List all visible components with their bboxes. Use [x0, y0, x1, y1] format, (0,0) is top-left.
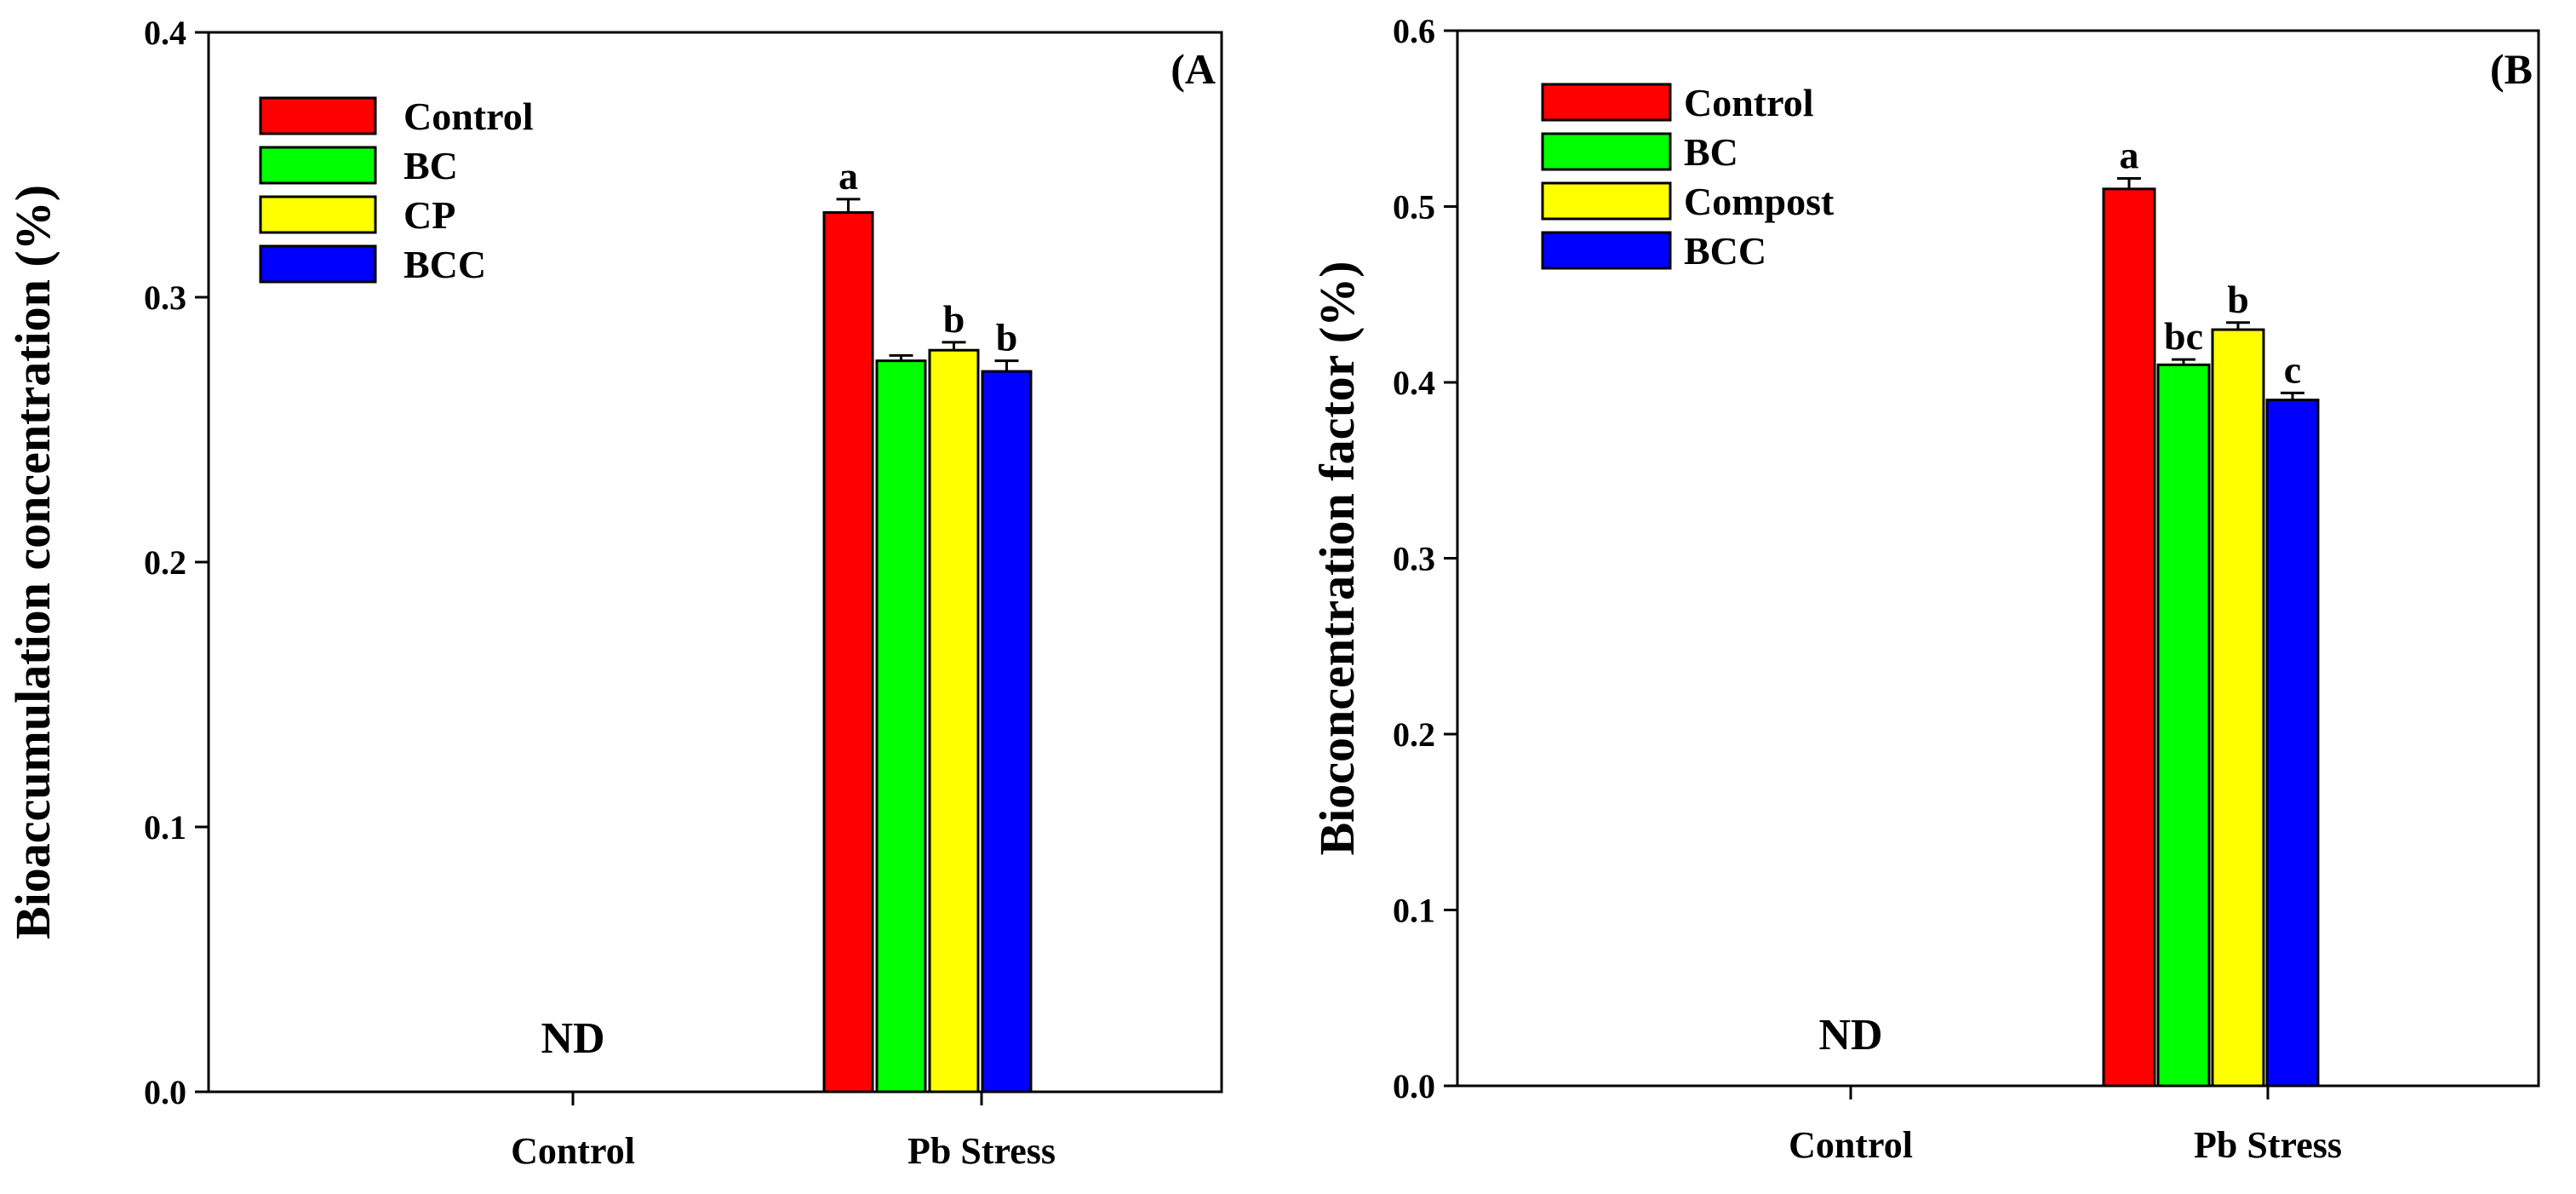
- legend-label: BCC: [1684, 229, 1766, 273]
- y-tick-label: 0.5: [1393, 188, 1435, 227]
- bar-bc: [875, 359, 927, 1094]
- significance-letter: bc: [2164, 314, 2203, 358]
- panel-label: (A: [1171, 45, 1216, 93]
- bar-bcc: [2265, 399, 2320, 1088]
- significance-letter: a: [839, 154, 858, 198]
- y-tick-label: 0.0: [1393, 1067, 1435, 1105]
- legend-label: Control: [404, 95, 534, 138]
- x-category-label: Pb Stress: [907, 1130, 1056, 1172]
- y-tick-label: 0.3: [1393, 540, 1435, 578]
- x-category-label: Control: [511, 1130, 635, 1172]
- significance-letter: c: [2284, 347, 2301, 391]
- legend-swatch: [259, 195, 377, 234]
- legend-swatch: [259, 244, 377, 284]
- legend-swatch: [259, 96, 377, 135]
- y-axis-title: Bioaccumulation concentration (%): [5, 185, 60, 939]
- bar-compost: [2211, 328, 2265, 1088]
- bar-control: [2102, 187, 2156, 1088]
- y-tick-label: 0.0: [144, 1073, 186, 1111]
- bar-bc: [2156, 363, 2211, 1088]
- legend-label: Compost: [1684, 180, 1835, 223]
- y-axis-title: Bioconcentration factor (%): [1309, 261, 1365, 856]
- y-tick-label: 0.4: [1393, 364, 1435, 402]
- x-category-label: Pb Stress: [2194, 1124, 2342, 1166]
- y-tick-label: 0.4: [144, 14, 186, 52]
- legend-label: BC: [404, 144, 458, 187]
- y-tick-label: 0.1: [1393, 892, 1435, 930]
- legend-swatch: [259, 146, 377, 185]
- y-tick-label: 0.6: [1393, 12, 1435, 50]
- legend-swatch: [1541, 181, 1672, 221]
- legend-label: Control: [1684, 81, 1814, 124]
- nd-annotation: ND: [1818, 1011, 1882, 1059]
- significance-letter: a: [2120, 133, 2139, 176]
- y-tick-label: 0.2: [144, 543, 186, 582]
- y-tick-label: 0.2: [1393, 715, 1435, 754]
- panel-label: (B: [2490, 45, 2533, 93]
- legend-label: CP: [404, 193, 455, 237]
- legend-label: BC: [1684, 130, 1738, 174]
- significance-letter: b: [2227, 278, 2249, 321]
- significance-letter: b: [943, 297, 965, 341]
- significance-letter: b: [996, 316, 1018, 359]
- nd-annotation: ND: [541, 1014, 604, 1063]
- legend-label: BCC: [404, 243, 486, 286]
- bar-bcc: [981, 370, 1033, 1094]
- plot-frame: [207, 31, 1223, 1094]
- legend-swatch: [1541, 83, 1672, 122]
- y-tick-label: 0.3: [144, 278, 186, 317]
- y-tick-label: 0.1: [144, 808, 186, 847]
- legend-swatch: [1541, 231, 1672, 270]
- bar-cp: [928, 348, 980, 1094]
- x-category-label: Control: [1789, 1124, 1913, 1166]
- legend-swatch: [1541, 132, 1672, 171]
- bar-control: [822, 210, 874, 1094]
